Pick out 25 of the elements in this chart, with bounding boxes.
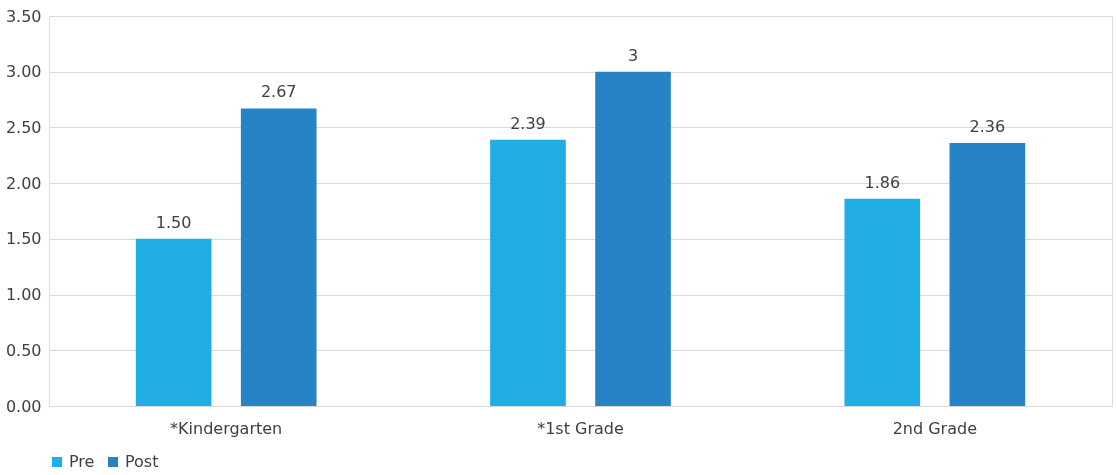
bar — [135, 238, 212, 406]
x-tick-label: *Kindergarten — [170, 418, 283, 438]
data-label: 2.39 — [510, 113, 546, 133]
x-tick-label: *1st Grade — [537, 418, 624, 438]
x-tick-label: 2nd Grade — [892, 418, 978, 438]
data-label: 2.36 — [969, 117, 1006, 137]
legend-label: Pre — [69, 452, 95, 471]
data-label: 1.86 — [864, 172, 901, 192]
y-tick-label: 2.00 — [5, 173, 42, 193]
y-tick-label: 0.00 — [5, 396, 42, 416]
bar — [595, 71, 671, 406]
y-tick-label: 0.50 — [5, 340, 42, 360]
y-tick-label: 3.50 — [5, 6, 42, 26]
legend-label: Post — [125, 452, 159, 471]
y-tick-label: 1.50 — [5, 229, 42, 249]
data-label: 2.67 — [260, 82, 297, 102]
data-label: 3 — [627, 45, 639, 65]
y-tick-label: 3.00 — [5, 62, 42, 82]
y-tick-label: 1.00 — [5, 285, 42, 305]
bar — [490, 139, 566, 406]
data-label: 1.50 — [155, 212, 192, 232]
bar — [240, 108, 317, 406]
bar — [949, 143, 1026, 406]
bar — [844, 198, 921, 406]
y-tick-label: 2.50 — [5, 117, 42, 137]
